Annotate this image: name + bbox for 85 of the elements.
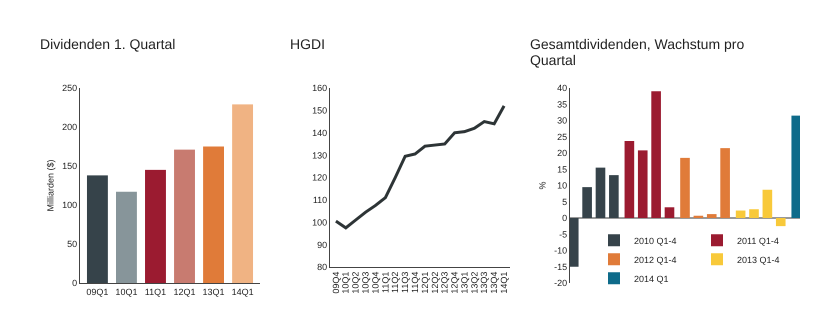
y-tick-label: 120 [312,172,328,183]
y-tick-label: 30 [557,116,568,126]
legend-label: 2010 Q1-4 [634,236,677,246]
x-tick-label: 12Q1 [174,286,196,297]
x-tick-label: 11Q1 [380,272,390,293]
y-tick-label: 50 [67,239,78,250]
bar [664,207,674,218]
legend-label: 2011 Q1-4 [737,236,779,246]
bar [174,150,195,283]
y-tick-label: 35 [557,99,568,110]
x-tick-label: 10Q1 [115,286,138,297]
legend-label: 2012 Q1-4 [634,254,677,265]
y-tick-label: 250 [62,83,78,94]
bar [651,91,661,218]
x-tick-label: 10Q4 [370,272,380,294]
y-tick-label: 40 [557,83,568,94]
y-tick-label: 110 [312,195,328,206]
x-tick-label: 11Q4 [410,272,420,293]
x-tick-label: 10Q2 [350,272,361,294]
y-axis-title: Milliarden ($) [46,159,56,212]
bar [720,148,730,218]
bar [116,192,137,283]
bar [736,210,746,218]
bar [570,218,579,267]
bar [203,146,224,283]
y-tick-label: 140 [312,128,328,138]
x-tick-label: 11Q2 [390,272,400,293]
x-tick-label: 13Q3 [479,272,490,294]
x-tick-label: 13Q2 [469,272,480,294]
x-tick-label: 11Q3 [400,272,410,293]
chart-title: Dividenden 1. Quartal [40,36,176,52]
y-tick-label: 5 [562,196,568,207]
y-tick-label: 130 [312,150,328,160]
x-tick-label: 12Q2 [430,272,440,294]
x-tick-label: 13Q1 [459,272,470,294]
x-tick-label: 10Q1 [340,272,351,294]
y-tick-label: -20 [554,278,568,288]
bar [582,187,592,218]
y-tick-label: 100 [312,217,328,228]
y-tick-label: 10 [557,180,568,191]
bar [749,209,759,218]
chart-title: HGDI [290,36,326,52]
y-tick-label: 0 [72,278,78,288]
y-tick-label: 80 [317,262,328,272]
line-series [334,104,506,230]
y-tick-label: 160 [312,83,328,94]
y-tick-label: 25 [557,132,568,142]
bar [762,190,772,218]
y-tick-label: -15 [554,262,568,272]
x-tick-label: 12Q3 [440,272,450,294]
bar [145,170,166,283]
y-tick-label: -10 [554,246,568,256]
bar [776,218,786,226]
bar [638,150,648,218]
x-tick-label: 09Q1 [86,286,108,297]
y-tick-label: 0 [562,213,568,224]
x-tick-label: 14Q1 [232,286,254,297]
bar [609,175,619,218]
chart-title: Gesamtdividenden, Wachstum pro Quartal [530,36,746,68]
bar [791,116,800,218]
x-tick-label: 13Q4 [489,272,500,294]
y-axis-title: % [538,181,548,190]
bar [624,140,634,218]
x-tick-label: 10Q3 [360,272,371,294]
y-tick-label: 200 [62,122,78,132]
y-tick-label: 15 [557,164,568,174]
y-tick-label: 20 [557,148,568,158]
y-tick-label: 100 [62,200,78,210]
bar [596,168,606,218]
x-tick-label: 13Q1 [202,286,225,297]
bar [680,158,690,218]
x-tick-label: 11Q1 [144,286,166,297]
x-tick-label: 12Q4 [450,272,460,294]
bar [232,104,254,283]
x-tick-label: 14Q1 [498,272,509,294]
bar [86,175,108,283]
y-tick-label: 90 [317,240,328,250]
y-tick-label: 150 [62,161,78,172]
legend-label: 2014 Q1 [634,274,669,284]
legend-label: 2013 Q1-4 [737,254,780,265]
y-tick-label: 150 [312,106,328,116]
x-tick-label: 12Q1 [420,272,430,294]
x-tick-label: 09Q4 [330,272,341,294]
y-tick-label: -5 [559,229,568,240]
bar [706,214,717,218]
